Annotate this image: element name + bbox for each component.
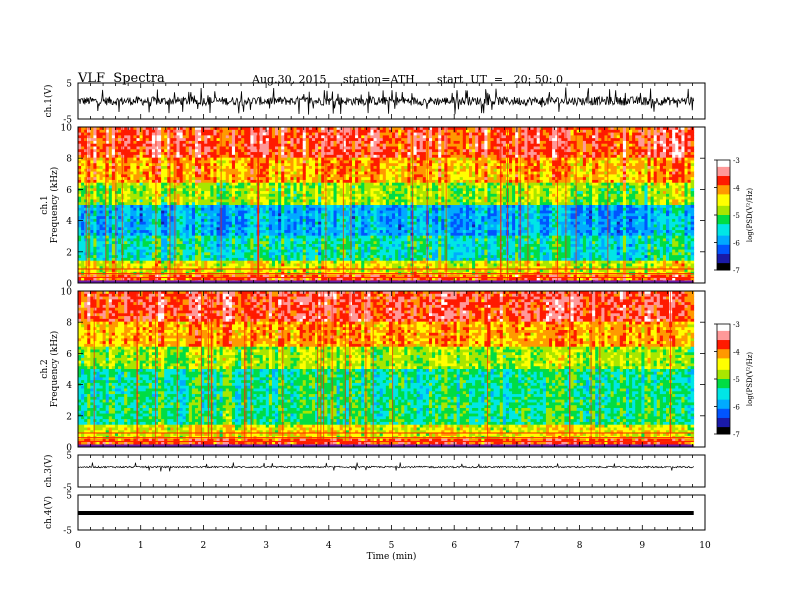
ch1-waveform-ytick-label: -5: [63, 116, 72, 126]
x-tick-label: 9: [639, 541, 645, 551]
ch2-spectrogram-colorbar-label: log(PSD(V²/Hz): [746, 352, 754, 407]
x-tick-label: 8: [577, 541, 583, 551]
ch3-waveform-ytick-label: 5: [66, 452, 72, 462]
ch2-spectrogram-ylabel: Frequency (kHz): [49, 331, 60, 408]
ch2-spectrogram-colorbar-tick: -6: [733, 404, 740, 412]
x-tick-label: 5: [389, 541, 395, 551]
ch2-spectrogram-colorbar-tick: -4: [733, 349, 740, 357]
ch2-spectrogram-colorbar-tick: -7: [733, 431, 740, 439]
ch2-spectrogram-ylabel: ch.2: [40, 359, 50, 378]
ch1-waveform-ytick-label: 5: [66, 80, 72, 90]
ch1-spectrogram-colorbar-tick: -5: [733, 212, 740, 220]
ch1-spectrogram-colorbar-tick: -7: [733, 267, 740, 275]
x-tick-label: 2: [201, 541, 207, 551]
ch1-spectrogram-ytick-label: 0: [66, 280, 72, 290]
x-axis-label: Time (min): [367, 551, 417, 562]
x-tick-label: 6: [451, 541, 457, 551]
ch3-waveform-ytick-label: -5: [63, 484, 72, 494]
ch1-spectrogram-ytick-label: 6: [66, 186, 72, 196]
ch2-spectrogram-image: [78, 291, 695, 448]
ch1-waveform-ylabel: ch.1(V): [43, 85, 54, 118]
x-tick-label: 4: [326, 541, 332, 551]
ch3-waveform-trace: [77, 462, 694, 472]
ch1-spectrogram-ytick-label: 2: [66, 248, 72, 258]
ch2-spectrogram-colorbar: [714, 323, 731, 435]
ch2-spectrogram-ytick-label: 6: [66, 350, 72, 360]
ch2-spectrogram-colorbar-tick: -3: [733, 321, 740, 329]
x-tick-label: 1: [138, 541, 144, 551]
ch1-spectrogram-ylabel: Frequency (kHz): [49, 167, 60, 244]
ch2-spectrogram-ytick-label: 10: [61, 288, 73, 298]
ch1-spectrogram-colorbar-tick: -4: [733, 185, 740, 193]
ch2-spectrogram-ytick-label: 2: [66, 412, 72, 422]
ch2-spectrogram-ytick-label: 0: [66, 444, 72, 454]
ch1-spectrogram-ytick-label: 4: [66, 217, 72, 227]
ch2-spectrogram-ytick-label: 8: [66, 319, 72, 329]
x-tick-label: 7: [514, 541, 520, 551]
ch4-waveform-ytick-label: -5: [63, 527, 72, 537]
ch1-spectrogram-ytick-label: 10: [61, 124, 73, 134]
ch4-waveform-ytick-label: 5: [66, 492, 72, 502]
ch2-spectrogram-colorbar-tick: -5: [733, 376, 740, 384]
x-tick-label: 0: [75, 541, 81, 551]
ch1-spectrogram-colorbar-tick: -6: [733, 240, 740, 248]
ch1-spectrogram-colorbar: [714, 159, 731, 271]
figure-title: VLF Spectra: [78, 71, 165, 86]
x-tick-label: 10: [699, 541, 711, 551]
ch2-spectrogram-ytick-label: 4: [66, 381, 72, 391]
ch1-spectrogram-colorbar-label: log(PSD(V²/Hz): [746, 188, 754, 243]
ch1-waveform-trace: [77, 87, 695, 115]
x-tick-label: 3: [263, 541, 269, 551]
ch3-waveform-ylabel: ch.3(V): [43, 455, 54, 488]
ch4-waveform-ylabel: ch.4(V): [43, 496, 54, 529]
ch1-spectrogram-colorbar-tick: -3: [733, 157, 740, 165]
ch4-waveform-trace: [78, 511, 694, 515]
ch1-spectrogram-image: [78, 127, 695, 284]
ch1-spectrogram-ytick-label: 8: [66, 155, 72, 165]
ch1-spectrogram-ylabel: ch.1: [40, 195, 50, 214]
